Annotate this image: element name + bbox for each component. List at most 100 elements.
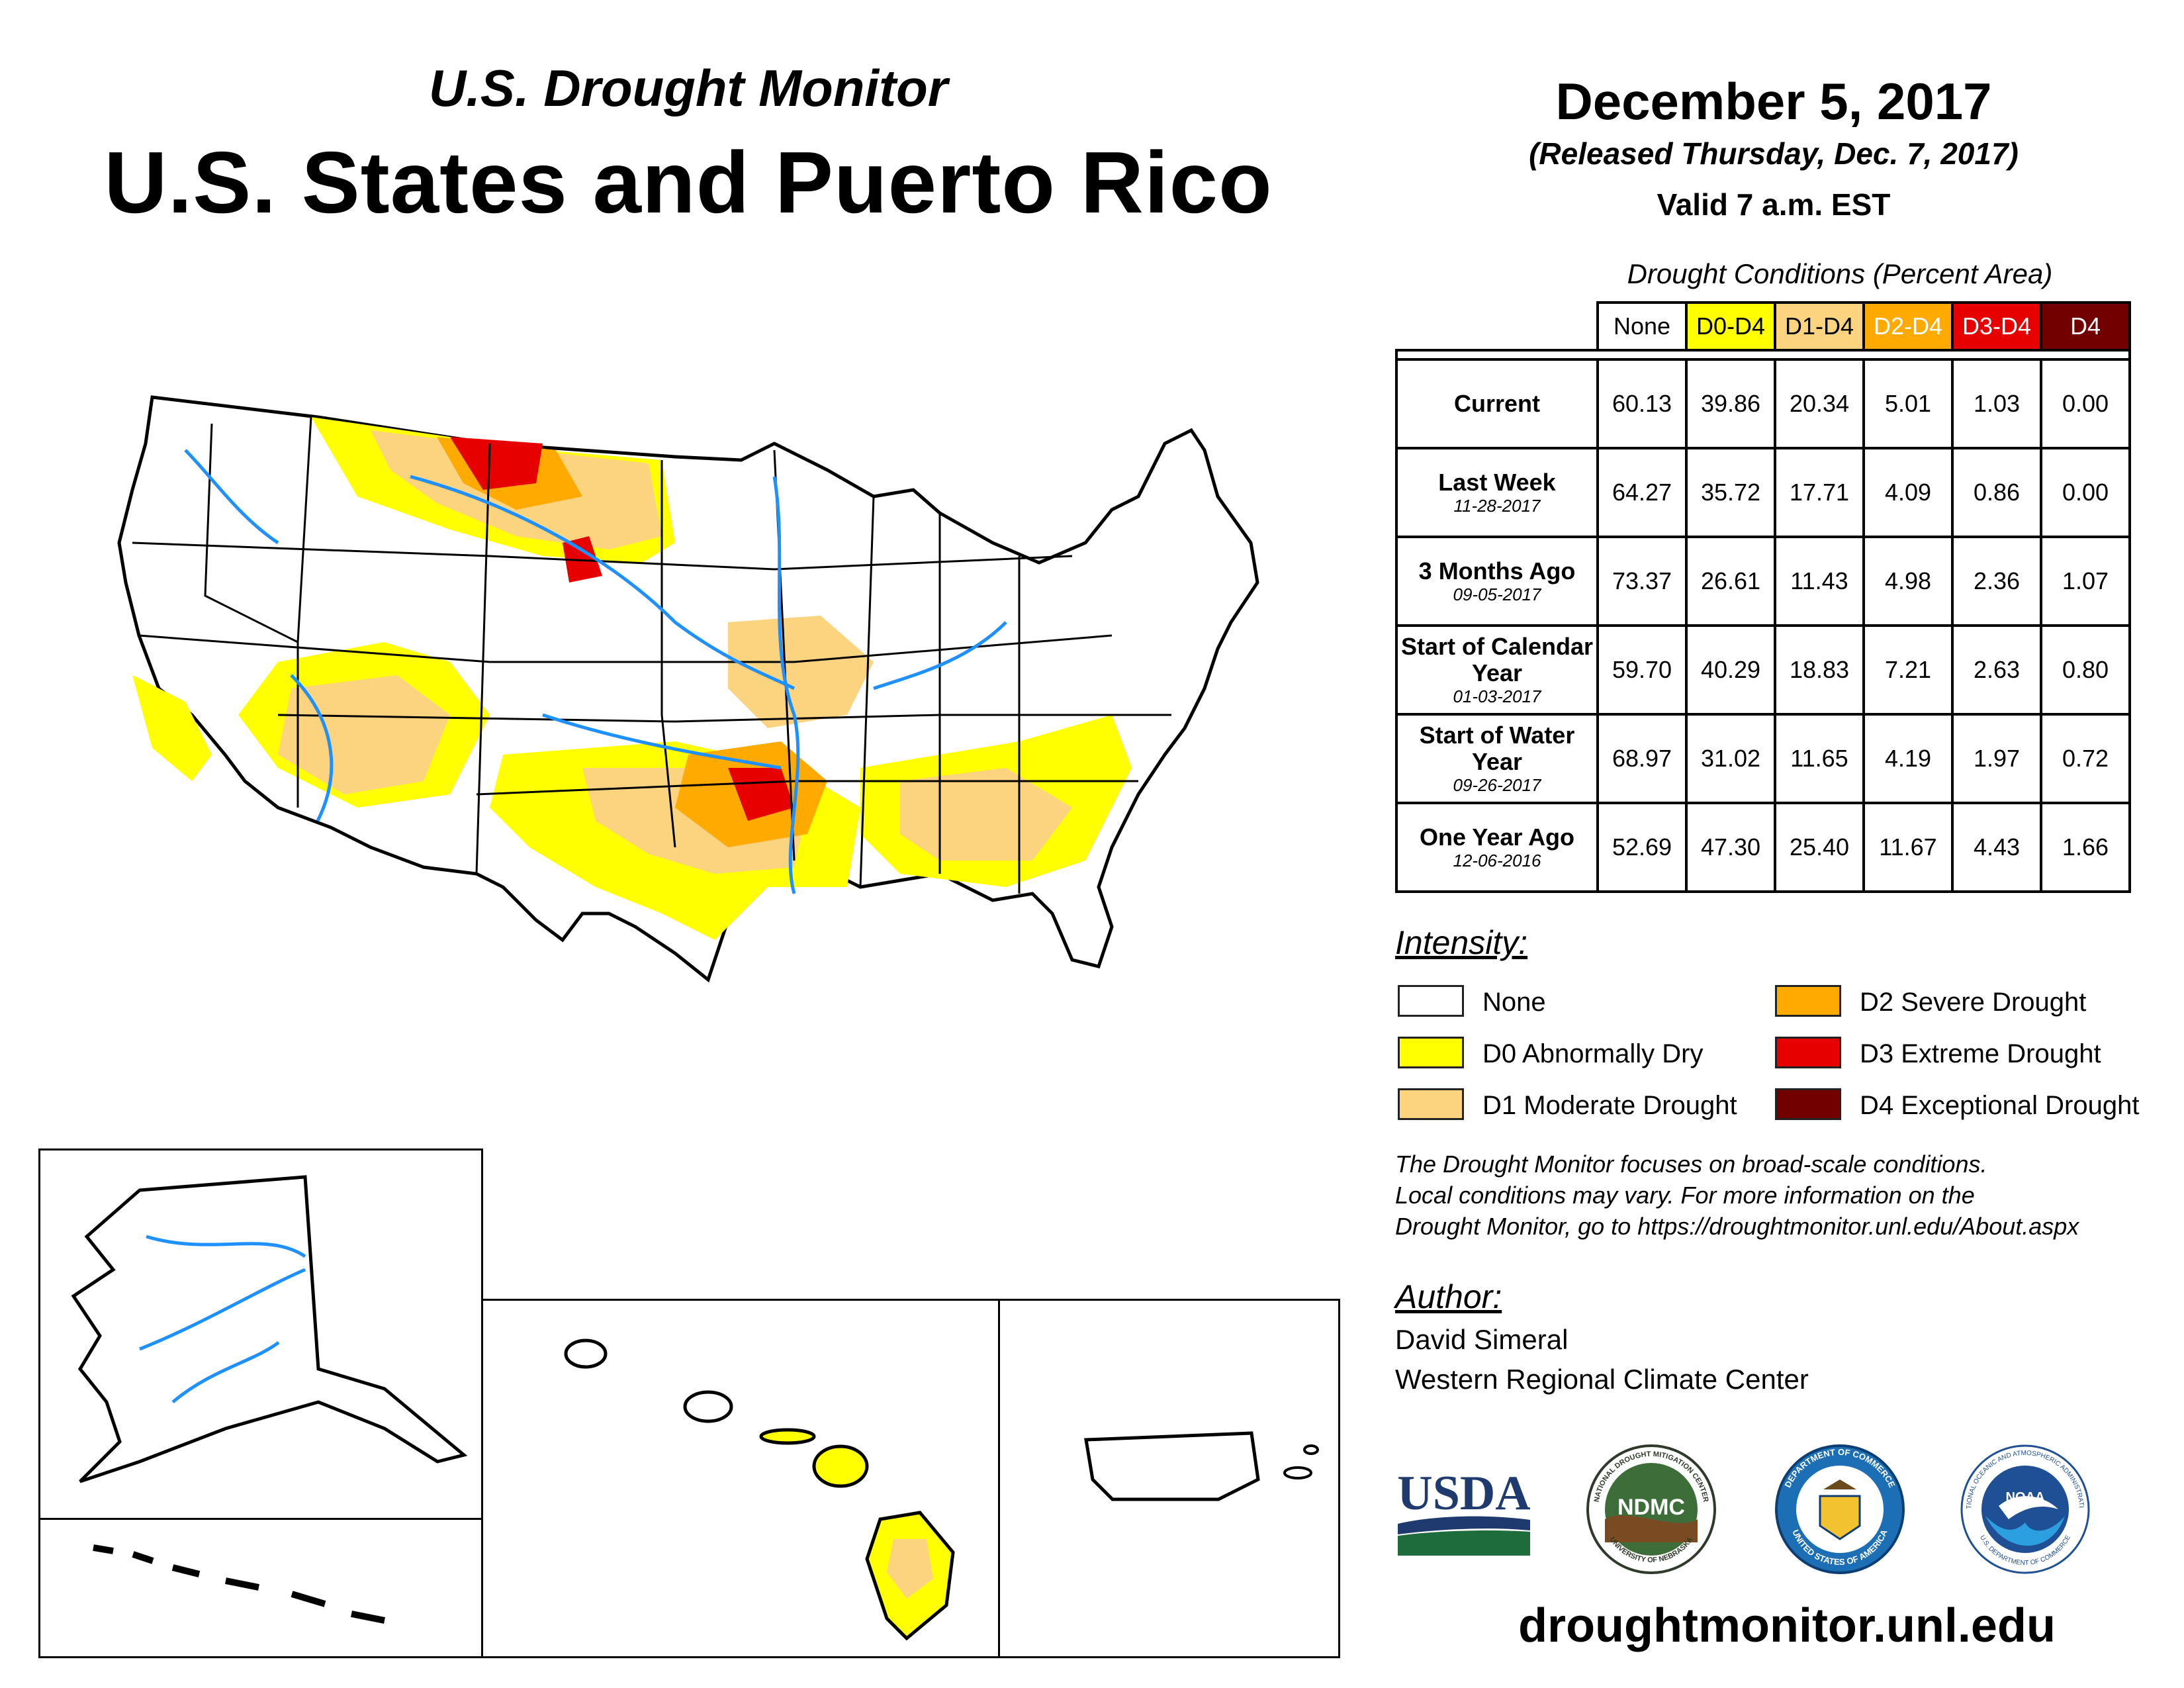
noaa-logo-text: NOAA <box>2006 1490 2045 1505</box>
row-label-text: Last Week <box>1438 469 1556 496</box>
alaska-divider <box>40 1518 481 1520</box>
row-label-text: 3 Months Ago <box>1418 557 1576 585</box>
table-corner <box>1396 303 1599 352</box>
legend-swatch <box>1775 1037 1841 1068</box>
table-cell: 35.72 <box>1685 447 1776 538</box>
row-date: 12-06-2016 <box>1453 851 1541 870</box>
row-label-text: Current <box>1453 390 1540 417</box>
legend-label: None <box>1482 988 1546 1017</box>
legend-swatch <box>1398 1088 1464 1120</box>
column-header: D4 <box>2040 301 2131 352</box>
island-oahu <box>683 1390 733 1423</box>
table-cell: 68.97 <box>1596 713 1688 804</box>
table-cell: 5.01 <box>1862 358 1954 449</box>
table-cell: 20.34 <box>1774 358 1865 449</box>
ndmc-logo-text: NDMC <box>1617 1495 1685 1520</box>
table-cell: 1.97 <box>1951 713 2042 804</box>
column-header: D3-D4 <box>1951 301 2042 352</box>
author-organization: Western Regional Climate Center <box>1395 1364 1809 1395</box>
valid-time: Valid 7 a.m. EST <box>1657 187 1891 222</box>
table-cell: 0.72 <box>2040 713 2131 804</box>
table-cell: 1.07 <box>2040 536 2131 627</box>
row-label: Last Week 11-28-2017 <box>1395 447 1599 538</box>
d0-area-california <box>132 675 212 781</box>
legend-swatch <box>1775 985 1841 1017</box>
column-header: D0-D4 <box>1685 301 1776 352</box>
table-cell: 31.02 <box>1685 713 1776 804</box>
table-cell: 11.65 <box>1774 713 1865 804</box>
table-cell: 17.71 <box>1774 447 1865 538</box>
aleutians-map <box>93 1544 385 1624</box>
usda-logo-text: USDA <box>1398 1466 1530 1521</box>
legend-label: D4 Exceptional Drought <box>1860 1091 2140 1120</box>
note-line-3: Drought Monitor, go to https://droughtmo… <box>1395 1213 2079 1240</box>
puerto-rico-inset <box>998 1299 1340 1658</box>
table-cell: 18.83 <box>1774 624 1865 716</box>
alaska-outline <box>71 1175 468 1483</box>
map-date: December 5, 2017 <box>1555 72 1992 130</box>
column-header: D1-D4 <box>1774 301 1865 352</box>
puerto-rico-map <box>1084 1431 1319 1501</box>
note-text: The Drought Monitor focuses on broad-sca… <box>1395 1149 2156 1242</box>
legend-swatch <box>1398 985 1464 1017</box>
table-cell: 0.00 <box>2040 447 2131 538</box>
table-cell: 47.30 <box>1685 802 1776 893</box>
alaska-map <box>71 1175 468 1483</box>
table-cell: 4.43 <box>1951 802 2042 893</box>
table-cell: 26.61 <box>1685 536 1776 627</box>
table-cell: 73.37 <box>1596 536 1688 627</box>
d3-area-dakota <box>563 536 602 583</box>
release-date: (Released Thursday, Dec. 7, 2017) <box>1529 136 2019 171</box>
alaska-inset <box>38 1149 483 1658</box>
doc-seal-logo: DEPARTMENT OF COMMERCE UNITED STATES OF … <box>1775 1444 1905 1574</box>
d3-area-montana <box>450 437 543 490</box>
author-name: David Simeral <box>1395 1324 1569 1355</box>
puerto-rico-outline <box>1084 1431 1260 1501</box>
row-date: 09-05-2017 <box>1453 585 1541 604</box>
row-label: Start of Calendar Year 01-03-2017 <box>1395 624 1599 716</box>
d0-area-midwest <box>728 616 874 728</box>
table-cell: 0.86 <box>1951 447 2042 538</box>
island-maui <box>812 1444 869 1488</box>
row-label-text: Start of Calendar Year <box>1400 633 1594 686</box>
table-cell: 1.03 <box>1951 358 2042 449</box>
legend-swatch <box>1398 1037 1464 1068</box>
table-cell: 7.21 <box>1862 624 1954 716</box>
table-cell: 40.29 <box>1685 624 1776 716</box>
note-line-2: Local conditions may vary. For more info… <box>1395 1182 1975 1209</box>
ndmc-logo: NDMC NATIONAL DROUGHT MITIGATION CENTER … <box>1586 1444 1716 1574</box>
table-cell: 52.69 <box>1596 802 1688 893</box>
island-kauai <box>564 1338 608 1369</box>
table-row: Start of Water Year 09-26-2017 68.97 31.02 1… <box>1395 713 2131 804</box>
row-label: 3 Months Ago 09-05-2017 <box>1395 536 1599 627</box>
table-cell: 4.98 <box>1862 536 1954 627</box>
table-cell: 0.00 <box>2040 358 2131 449</box>
map-supertitle: U.S. Drought Monitor <box>428 59 948 117</box>
table-cell: 59.70 <box>1596 624 1688 716</box>
table-cell: 4.09 <box>1862 447 1954 538</box>
website-link[interactable]: droughtmonitor.unl.edu <box>1518 1599 2056 1652</box>
table-cell: 11.43 <box>1774 536 1865 627</box>
map-title: U.S. States and Puerto Rico <box>104 134 1273 231</box>
row-label: One Year Ago 12-06-2016 <box>1395 802 1599 893</box>
legend-swatch <box>1775 1088 1841 1120</box>
row-date: 01-03-2017 <box>1453 686 1541 706</box>
column-header: D2-D4 <box>1862 301 1954 352</box>
table-cell: 60.13 <box>1596 358 1688 449</box>
table-cell: 39.86 <box>1685 358 1776 449</box>
column-header: None <box>1596 301 1688 352</box>
legend-label: D1 Moderate Drought <box>1482 1091 1737 1120</box>
legend-title: Intensity: <box>1395 924 1528 961</box>
author-title: Author: <box>1395 1278 1502 1315</box>
legend-label: D3 Extreme Drought <box>1860 1039 2101 1068</box>
row-date: 09-26-2017 <box>1453 775 1541 795</box>
table-row: Current 60.13 39.86 20.34 5.01 1.03 0.00 <box>1395 358 2131 449</box>
d1-area-southwest <box>278 675 450 794</box>
island-vieques <box>1283 1466 1312 1479</box>
row-label-text: Start of Water Year <box>1419 722 1575 775</box>
table-row: One Year Ago 12-06-2016 52.69 47.30 25.40 11.… <box>1395 802 2131 893</box>
note-line-1: The Drought Monitor focuses on broad-sca… <box>1395 1150 1987 1178</box>
legend-label: D0 Abnormally Dry <box>1482 1039 1704 1068</box>
island-molokai <box>759 1428 816 1445</box>
table-gap <box>1395 349 2131 361</box>
